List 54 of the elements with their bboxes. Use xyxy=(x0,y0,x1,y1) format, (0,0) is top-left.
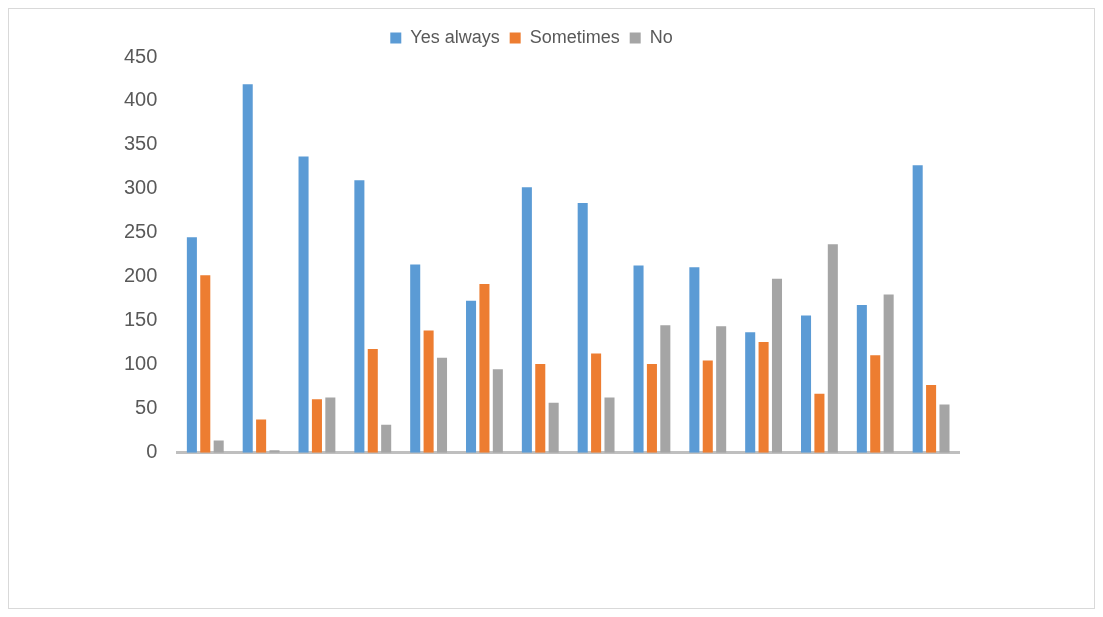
y-tick-label: 350 xyxy=(123,132,158,155)
y-tick-label: 50 xyxy=(135,396,158,419)
bar xyxy=(758,341,769,453)
bar xyxy=(771,278,783,453)
legend-label: Yes always xyxy=(410,26,500,47)
bar xyxy=(856,305,867,453)
bar xyxy=(912,165,923,453)
bar xyxy=(367,349,378,453)
y-tick-label: 400 xyxy=(123,88,158,111)
bar xyxy=(492,369,503,453)
bar xyxy=(466,300,477,453)
bar xyxy=(354,180,365,453)
bar xyxy=(381,424,392,453)
bar xyxy=(633,265,644,453)
legend-label: Sometimes xyxy=(529,26,620,47)
y-tick-label: 250 xyxy=(123,220,158,243)
bar xyxy=(200,275,211,453)
bar xyxy=(646,363,657,453)
y-tick-label: 100 xyxy=(123,352,158,375)
bar xyxy=(814,393,825,453)
bar xyxy=(256,419,267,453)
bar xyxy=(801,315,812,453)
bar xyxy=(423,330,434,453)
bar xyxy=(870,355,881,453)
bar xyxy=(325,397,336,453)
bar xyxy=(926,385,937,453)
bar xyxy=(311,399,322,453)
bar xyxy=(548,402,559,453)
bar xyxy=(577,203,588,453)
bar xyxy=(827,244,838,453)
bar xyxy=(213,440,224,453)
bar xyxy=(436,357,448,453)
bar xyxy=(186,237,197,453)
bar xyxy=(298,156,309,453)
bar xyxy=(660,325,671,453)
bar xyxy=(689,267,700,453)
bar xyxy=(521,187,532,453)
bar xyxy=(410,264,421,453)
y-tick-label: 450 xyxy=(123,44,158,67)
bar xyxy=(702,360,713,453)
bar xyxy=(242,84,253,453)
bar xyxy=(883,294,894,453)
y-tick-label: 150 xyxy=(123,308,158,331)
bar xyxy=(745,332,756,453)
y-tick-label: 200 xyxy=(123,264,158,287)
bar xyxy=(591,353,602,453)
legend-label: No xyxy=(649,26,673,47)
bar xyxy=(479,283,490,453)
y-tick-label: 300 xyxy=(123,176,158,199)
bar xyxy=(604,397,615,453)
bar xyxy=(939,404,950,453)
bar xyxy=(716,326,727,453)
y-tick-label: 0 xyxy=(146,440,158,463)
bar xyxy=(535,363,546,453)
